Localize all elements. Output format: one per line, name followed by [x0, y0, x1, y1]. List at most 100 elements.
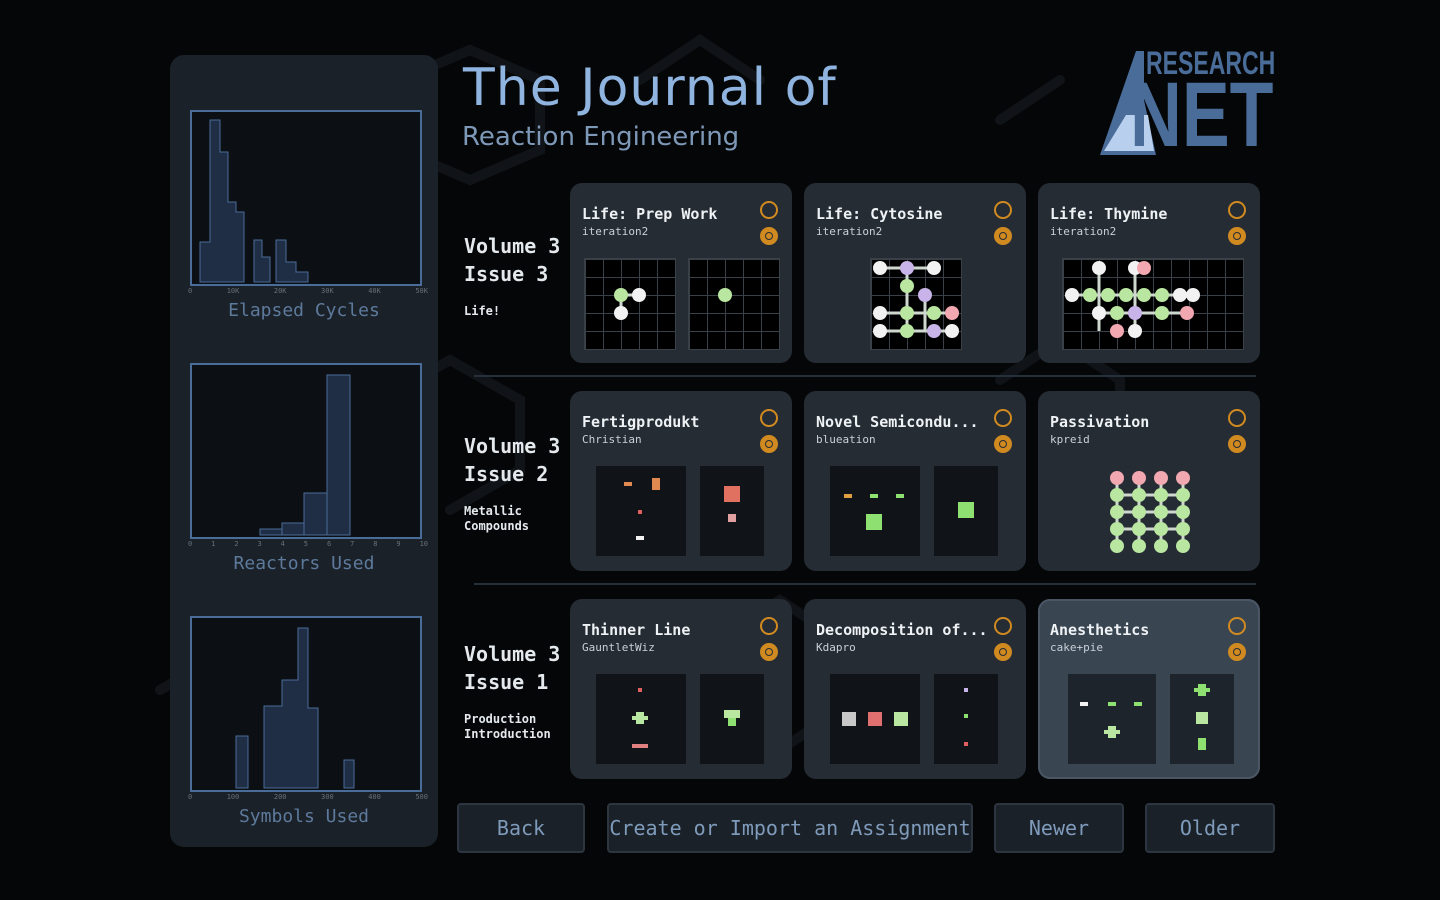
molecule-preview-grid [1062, 258, 1244, 350]
medal-filled-icon [760, 227, 778, 245]
molecule-preview [830, 466, 920, 556]
assignment-author: blueation [816, 433, 876, 446]
molecule-diagram [724, 486, 740, 522]
molecule-diagram [958, 502, 974, 518]
logo-research-text: RESEARCH [1146, 45, 1276, 81]
molecule-preview [1170, 674, 1234, 764]
medal-filled-icon [994, 643, 1012, 661]
medal-filled-icon [1228, 643, 1246, 661]
medal-filled-icon [1228, 435, 1246, 453]
issue-number: Issue 3 [464, 262, 549, 286]
medal-filled-icon [1228, 227, 1246, 245]
assignment-author: iteration2 [582, 225, 649, 238]
assignment-card-passivation[interactable]: Passivation kpreid [1038, 391, 1260, 571]
assignment-author: iteration2 [816, 225, 883, 238]
molecule-diagram [1080, 702, 1142, 738]
molecule-diagram [873, 261, 959, 338]
molecule-diagram [1110, 471, 1190, 553]
assignment-name: Anesthetics [1050, 621, 1150, 639]
issue-volume: Volume 3 [464, 434, 561, 458]
assignment-name: Life: Thymine [1050, 205, 1168, 223]
assignment-card-life-thymine[interactable]: Life: Thymine iteration2 [1038, 183, 1260, 363]
medal-outline-icon [994, 617, 1012, 635]
molecule-preview [596, 466, 686, 556]
assignment-card-life-prep-work[interactable]: Life: Prep Work iteration2 [570, 183, 792, 363]
elapsed-cycles-histogram [190, 110, 422, 286]
issue-number: Issue 2 [464, 462, 549, 486]
assignment-card-fertigprodukt[interactable]: Fertigprodukt Christian [570, 391, 792, 571]
issue-1-header: Volume 3 Issue 1 Production Introduction [464, 640, 569, 742]
issue-number: Issue 1 [464, 670, 549, 694]
medal-outline-icon [760, 617, 778, 635]
medal-outline-icon [760, 409, 778, 427]
molecule-diagram [624, 478, 660, 540]
reactors-used-label: Reactors Used [233, 553, 375, 574]
assignment-author: kpreid [1050, 433, 1090, 446]
assignment-author: GauntletWiz [582, 641, 655, 654]
medal-outline-icon [760, 201, 778, 219]
molecule-preview [596, 674, 686, 764]
molecule-preview [934, 466, 998, 556]
older-button[interactable]: Older [1145, 803, 1275, 853]
assignment-card-anesthetics[interactable]: Anesthetics cake+pie [1038, 599, 1260, 779]
assignment-name: Novel Semicondu... [816, 413, 979, 431]
newer-button[interactable]: Newer [994, 803, 1124, 853]
reactors-used-ticks: 0 1 2 3 4 5 6 7 8 9 10 [188, 540, 428, 548]
journal-subtitle: Reaction Engineering [462, 122, 740, 152]
assignment-name: Thinner Line [582, 621, 691, 639]
assignment-name: Decomposition of... [816, 621, 988, 639]
assignment-author: iteration2 [1050, 225, 1117, 238]
elapsed-cycles-ticks: 0 10K 20K 30K 40K 50K [188, 287, 428, 295]
elapsed-cycles-label: Elapsed Cycles [228, 300, 380, 321]
medal-filled-icon [760, 435, 778, 453]
reactors-used-histogram [190, 363, 422, 539]
issue-2-header: Volume 3 Issue 2 Metallic Compounds [464, 432, 569, 534]
molecule-preview [700, 466, 764, 556]
molecule-preview-grid [870, 258, 962, 350]
issue-theme: Metallic Compounds [464, 504, 530, 533]
molecule-preview [700, 674, 764, 764]
molecule-diagram [614, 288, 646, 320]
medal-outline-icon [994, 409, 1012, 427]
logo-net-text: NET [1130, 64, 1274, 166]
symbols-used-ticks: 0 100 200 300 400 500 [188, 793, 428, 801]
issue-volume: Volume 3 [464, 234, 561, 258]
molecule-preview [830, 674, 920, 764]
assignment-card-thinner-line[interactable]: Thinner Line GauntletWiz [570, 599, 792, 779]
assignment-card-novel-semiconductor[interactable]: Novel Semicondu... blueation [804, 391, 1026, 571]
issue-theme: Production Introduction [464, 712, 551, 741]
molecule-diagram [844, 494, 904, 530]
molecule-preview [1068, 674, 1156, 764]
assignment-card-decomposition[interactable]: Decomposition of... Kdapro [804, 599, 1026, 779]
journal-title: The Journal of [463, 58, 837, 118]
researchnet-logo: RESEARCH NET [1098, 45, 1276, 166]
molecule-diagram [1194, 684, 1210, 750]
molecule-diagram [724, 710, 740, 726]
molecule-diagram [718, 288, 732, 302]
assignment-name: Life: Prep Work [582, 205, 718, 223]
assignment-author: Christian [582, 433, 642, 446]
medal-filled-icon [994, 435, 1012, 453]
row-divider [474, 375, 1256, 377]
molecule-diagram [964, 688, 968, 746]
assignment-name: Fertigprodukt [582, 413, 700, 431]
medal-filled-icon [994, 227, 1012, 245]
back-button[interactable]: Back [457, 803, 585, 853]
issue-3-header: Volume 3 Issue 3 Life! [464, 232, 569, 319]
medal-outline-icon [1228, 617, 1246, 635]
molecule-preview-grid [584, 258, 676, 350]
molecule-diagram [632, 688, 648, 748]
molecule-preview-grid [688, 258, 780, 350]
assignment-card-life-cytosine[interactable]: Life: Cytosine iteration2 [804, 183, 1026, 363]
assignment-name: Passivation [1050, 413, 1150, 431]
molecule-preview [934, 674, 998, 764]
molecule-preview [1104, 465, 1198, 559]
molecule-diagram [1065, 261, 1200, 338]
row-divider [474, 583, 1256, 585]
assignment-author: Kdapro [816, 641, 856, 654]
symbols-used-histogram [190, 616, 422, 792]
create-assignment-button[interactable]: Create or Import an Assignment [607, 803, 973, 853]
molecule-diagram [842, 712, 908, 726]
issue-theme: Life! [464, 304, 501, 318]
